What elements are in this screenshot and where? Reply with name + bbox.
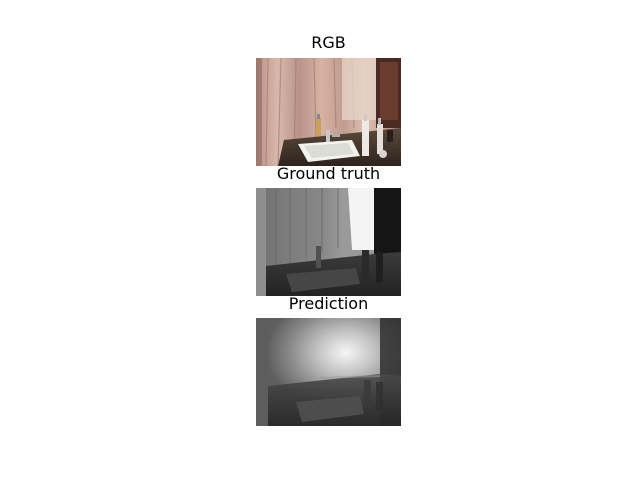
rgb-image <box>256 58 401 166</box>
rgb-title: RGB <box>311 33 346 52</box>
prediction-image <box>256 318 401 426</box>
ground-truth-image <box>256 188 401 296</box>
ground-truth-title: Ground truth <box>276 164 381 183</box>
prediction-title: Prediction <box>288 294 369 313</box>
